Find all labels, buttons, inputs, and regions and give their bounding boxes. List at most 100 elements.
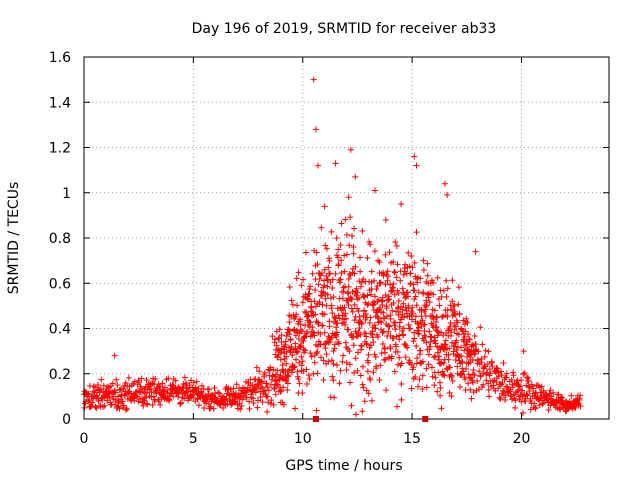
data-point (391, 268, 398, 275)
data-point (512, 404, 519, 411)
data-point (292, 405, 299, 412)
data-point (382, 356, 389, 363)
data-point (264, 393, 271, 400)
data-point (323, 302, 330, 309)
data-point (411, 296, 418, 303)
data-point (397, 277, 404, 284)
data-point (313, 350, 320, 357)
data-point (376, 318, 383, 325)
data-point (360, 293, 367, 300)
data-point (131, 397, 138, 404)
data-point (367, 376, 374, 383)
data-point (258, 378, 265, 385)
data-point (282, 341, 289, 348)
data-point (325, 264, 332, 271)
data-point (253, 385, 260, 392)
data-point (394, 261, 401, 268)
data-point (165, 375, 172, 382)
data-point (275, 335, 282, 342)
data-point (289, 301, 296, 308)
data-point (284, 380, 291, 387)
data-point (447, 364, 454, 371)
data-point (379, 340, 386, 347)
data-point (300, 276, 307, 283)
data-point (437, 384, 444, 391)
data-point (465, 331, 472, 338)
data-point (519, 387, 526, 394)
data-point (352, 355, 359, 362)
data-point (392, 326, 399, 333)
data-point (523, 374, 530, 381)
data-point (351, 369, 358, 376)
data-point (323, 351, 330, 358)
data-point (326, 338, 333, 345)
data-point (577, 403, 584, 410)
data-point (99, 404, 106, 411)
data-point (454, 319, 461, 326)
data-point (499, 380, 506, 387)
data-point (391, 291, 398, 298)
data-point (449, 298, 456, 305)
data-point (365, 351, 372, 358)
data-point (297, 327, 304, 334)
data-point (345, 290, 352, 297)
data-point (447, 320, 454, 327)
data-point (302, 347, 309, 354)
data-point (371, 293, 378, 300)
data-point (436, 302, 443, 309)
data-point (283, 360, 290, 367)
data-point (371, 277, 378, 284)
data-point (410, 281, 417, 288)
data-point (206, 386, 213, 393)
data-point (347, 146, 354, 153)
data-point (343, 344, 350, 351)
data-point (337, 276, 344, 283)
data-point (216, 390, 223, 397)
data-point (256, 368, 263, 375)
data-point (437, 360, 444, 367)
data-point (274, 367, 281, 374)
data-point (393, 343, 400, 350)
y-tick-label: 0.8 (49, 231, 71, 247)
x-tick-label: 0 (80, 431, 89, 447)
data-point (430, 291, 437, 298)
data-point (432, 340, 439, 347)
data-point (324, 283, 331, 290)
data-point (311, 359, 318, 366)
data-point (421, 321, 428, 328)
data-point (419, 317, 426, 324)
data-point (409, 304, 416, 311)
data-point (348, 296, 355, 303)
data-point (351, 270, 358, 277)
data-point (207, 403, 214, 410)
data-point (263, 380, 270, 387)
data-point (475, 348, 482, 355)
data-point (284, 372, 291, 379)
data-point (523, 391, 530, 398)
data-point (90, 388, 97, 395)
data-point (414, 355, 421, 362)
data-point (365, 359, 372, 366)
data-point (406, 263, 413, 270)
data-point (389, 307, 396, 314)
data-point (372, 325, 379, 332)
data-point (431, 354, 438, 361)
data-point (277, 356, 284, 363)
data-point (272, 391, 279, 398)
data-point (297, 321, 304, 328)
data-point (520, 409, 527, 416)
data-point (413, 229, 420, 236)
data-point (415, 383, 422, 390)
data-point (390, 259, 397, 266)
data-point (314, 261, 321, 268)
data-points (80, 76, 584, 418)
data-point (536, 402, 543, 409)
data-point (95, 397, 102, 404)
data-point (250, 399, 257, 406)
data-point (521, 369, 528, 376)
data-point (292, 332, 299, 339)
data-point (365, 390, 372, 397)
data-point (322, 295, 329, 302)
data-point (460, 317, 467, 324)
data-point (138, 375, 145, 382)
